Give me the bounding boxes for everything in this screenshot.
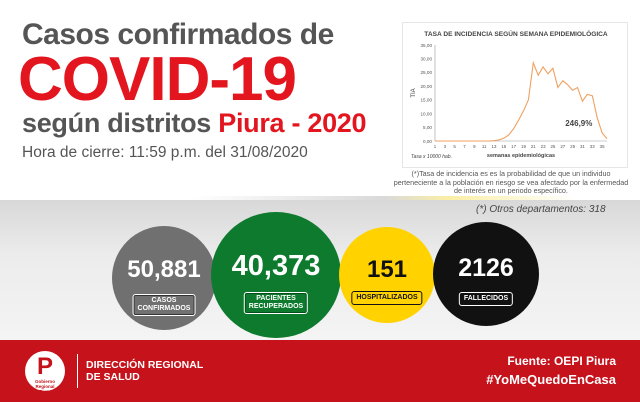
source-credit: Fuente: OEPI Piura [507, 354, 616, 368]
decorative-stripe [0, 196, 640, 201]
recovered-value: 40,373 [231, 250, 321, 282]
chart-x-tick-label: 19 [521, 144, 526, 149]
title-line3: según distritos Piura - 2020 [22, 108, 367, 139]
chart-x-tick-label: 13 [492, 144, 497, 149]
chart-y-tick-label: 15,00 [421, 98, 433, 103]
chart-y-tick-label: 10,00 [421, 111, 433, 116]
incidence-chart-svg: TASA DE INCIDENCIA SEGÚN SEMANA EPIDEMIO… [411, 29, 608, 160]
logo-letter: P [36, 353, 53, 380]
confirmed-cases-label-line1: CASOS [151, 297, 177, 304]
chart-x-tick-label: 35 [600, 144, 605, 149]
hashtag: #YoMeQuedoEnCasa [486, 372, 616, 387]
logo-sub-line2: Regional [35, 384, 55, 389]
confirmed-cases-label-line2: CONFIRMADOS [137, 305, 191, 312]
title-line3-accent: Piura - 2020 [218, 108, 367, 138]
gobierno-regional-logo: P Gobierno Regional Piura [25, 351, 65, 394]
chart-x-tick-label: 9 [473, 144, 476, 149]
confirmed-cases-label: CASOS CONFIRMADOS [132, 294, 196, 316]
footer-divider [77, 354, 78, 388]
chart-footnote: Tasa x 10000 hab. [411, 154, 452, 160]
other-departments-note: (*) Otros departamentos: 318 [476, 204, 606, 215]
chart-x-tick-label: 17 [511, 144, 516, 149]
chart-x-tick-label: 29 [570, 144, 575, 149]
org-line2: DE SALUD [86, 371, 140, 383]
chart-ylabel: TIA [411, 88, 417, 97]
chart-x-tick-label: 25 [550, 144, 555, 149]
chart-x-tick-label: 23 [541, 144, 546, 149]
chart-xlabel: semanas epidemiológicas [487, 153, 555, 159]
chart-x-tick-label: 33 [590, 144, 595, 149]
chart-x-tick-label: 7 [463, 144, 466, 149]
incidence-chart: TASA DE INCIDENCIA SEGÚN SEMANA EPIDEMIO… [402, 22, 628, 168]
deaths-label: FALLECIDOS [458, 292, 514, 306]
chart-x-tick-label: 21 [531, 144, 536, 149]
hospitalized-label: HOSPITALIZADOS [351, 291, 423, 305]
chart-y-tick-label: 30,00 [421, 57, 433, 62]
chart-x-tick-label: 1 [434, 144, 437, 149]
recovered-label: PACIENTES RECUPERADOS [243, 292, 309, 314]
recovered-label-line1: PACIENTES [256, 295, 296, 302]
stat-confirmed-cases: 50,881 CASOS CONFIRMADOS [112, 226, 216, 330]
chart-y-tick-label: 5,00 [423, 125, 432, 130]
stat-deaths: 2126 FALLECIDOS [433, 222, 539, 326]
org-line1: DIRECCIÓN REGIONAL [86, 359, 204, 371]
chart-x-tick-label: 27 [560, 144, 565, 149]
chart-y-tick-label: 0,00 [423, 139, 432, 144]
chart-y-tick-label: 20,00 [421, 84, 433, 89]
chart-series-line [435, 60, 608, 142]
logo-subtitle: Gobierno Regional Piura [25, 379, 65, 394]
chart-x-tick-label: 5 [453, 144, 456, 149]
chart-note: (*)Tasa de incidencia es es la probabili… [393, 169, 629, 196]
title-line3-prefix: según distritos [22, 108, 212, 138]
organization-name: DIRECCIÓN REGIONAL DE SALUD [86, 359, 203, 383]
chart-y-tick-label: 25,00 [421, 70, 433, 75]
footer: P Gobierno Regional Piura DIRECCIÓN REGI… [0, 340, 640, 402]
confirmed-cases-value: 50,881 [127, 256, 201, 283]
stat-hospitalized: 151 HOSPITALIZADOS [339, 227, 435, 323]
deaths-value: 2126 [458, 254, 514, 282]
chart-y-tick-label: 35,00 [421, 43, 433, 48]
hospitalized-value: 151 [366, 256, 408, 283]
title-line1: Casos confirmados de [22, 18, 334, 51]
chart-annotation: 246,9% [565, 119, 592, 128]
chart-x-tick-label: 15 [501, 144, 506, 149]
title-covid: COVID-19 [18, 45, 297, 114]
logo-sub-line1: Gobierno [35, 379, 55, 384]
recovered-label-line2: RECUPERADOS [248, 303, 304, 310]
closing-time: Hora de cierre: 11:59 p.m. del 31/08/202… [22, 144, 308, 161]
chart-x-tick-label: 31 [580, 144, 585, 149]
chart-x-tick-label: 11 [482, 144, 487, 149]
chart-title: TASA DE INCIDENCIA SEGÚN SEMANA EPIDEMIO… [424, 29, 608, 38]
stat-recovered-patients: 40,373 PACIENTES RECUPERADOS [211, 212, 341, 338]
logo-sub-line3: Piura [39, 389, 51, 394]
chart-x-tick-label: 3 [444, 144, 447, 149]
